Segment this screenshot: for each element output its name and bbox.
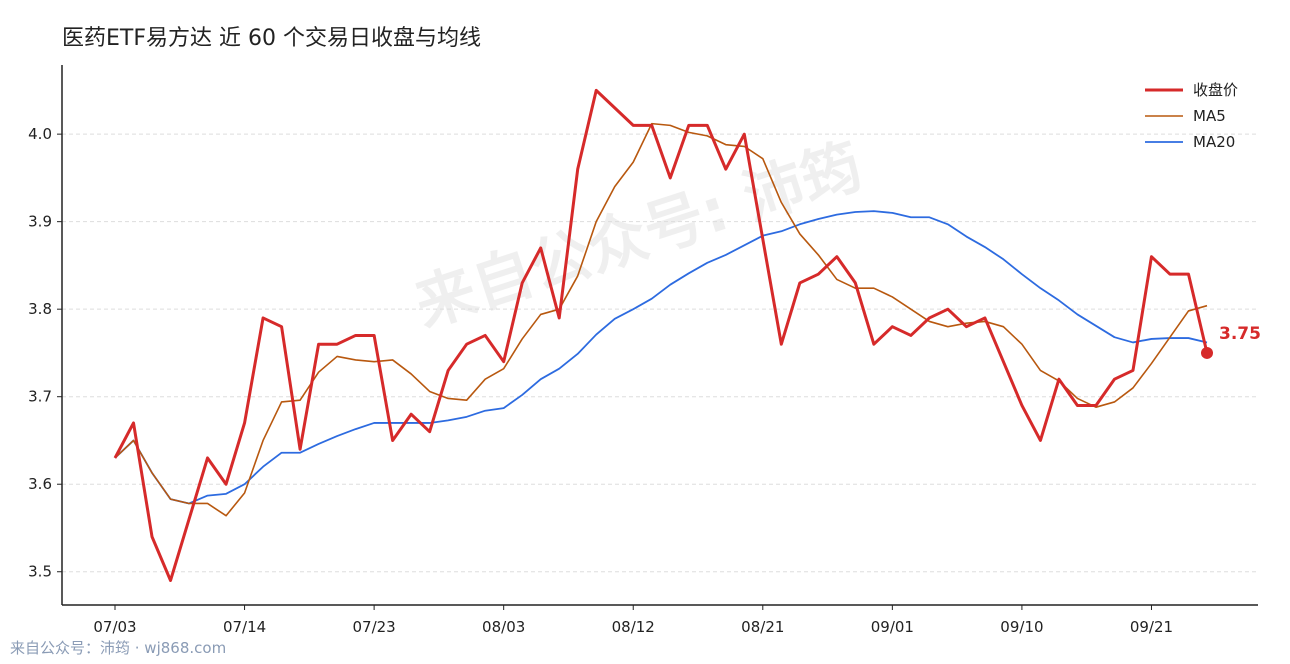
legend-label: 收盘价	[1193, 81, 1238, 99]
x-tick-label: 08/03	[482, 618, 525, 636]
value-label: 3.75	[1219, 324, 1261, 344]
y-tick-label: 3.8	[28, 300, 52, 318]
x-tick-label: 09/10	[1000, 618, 1043, 636]
x-tick-label: 07/14	[223, 618, 266, 636]
y-tick-label: 3.7	[28, 388, 52, 406]
last-point	[1201, 346, 1213, 359]
y-tick-label: 3.6	[28, 475, 52, 493]
y-tick-label: 3.9	[28, 213, 52, 231]
x-tick-label: 08/12	[612, 618, 655, 636]
legend-label: MA20	[1193, 133, 1235, 151]
footer: 来自公众号：沛筠 · wj868.com	[10, 639, 226, 657]
line-series	[114, 210, 1208, 505]
y-tick-label: 4.0	[28, 125, 52, 143]
x-tick-label: 07/23	[353, 618, 396, 636]
x-tick-label: 09/21	[1130, 618, 1173, 636]
line-series	[113, 88, 1209, 582]
line-series	[114, 122, 1208, 517]
chart-title: 医药ETF易方达 近 60 个交易日收盘与均线	[62, 26, 481, 51]
x-tick-label: 07/03	[93, 618, 136, 636]
legend-label: MA5	[1193, 107, 1226, 125]
x-tick-label: 09/01	[871, 618, 914, 636]
y-tick-label: 3.5	[28, 563, 52, 581]
x-tick-label: 08/21	[741, 618, 784, 636]
